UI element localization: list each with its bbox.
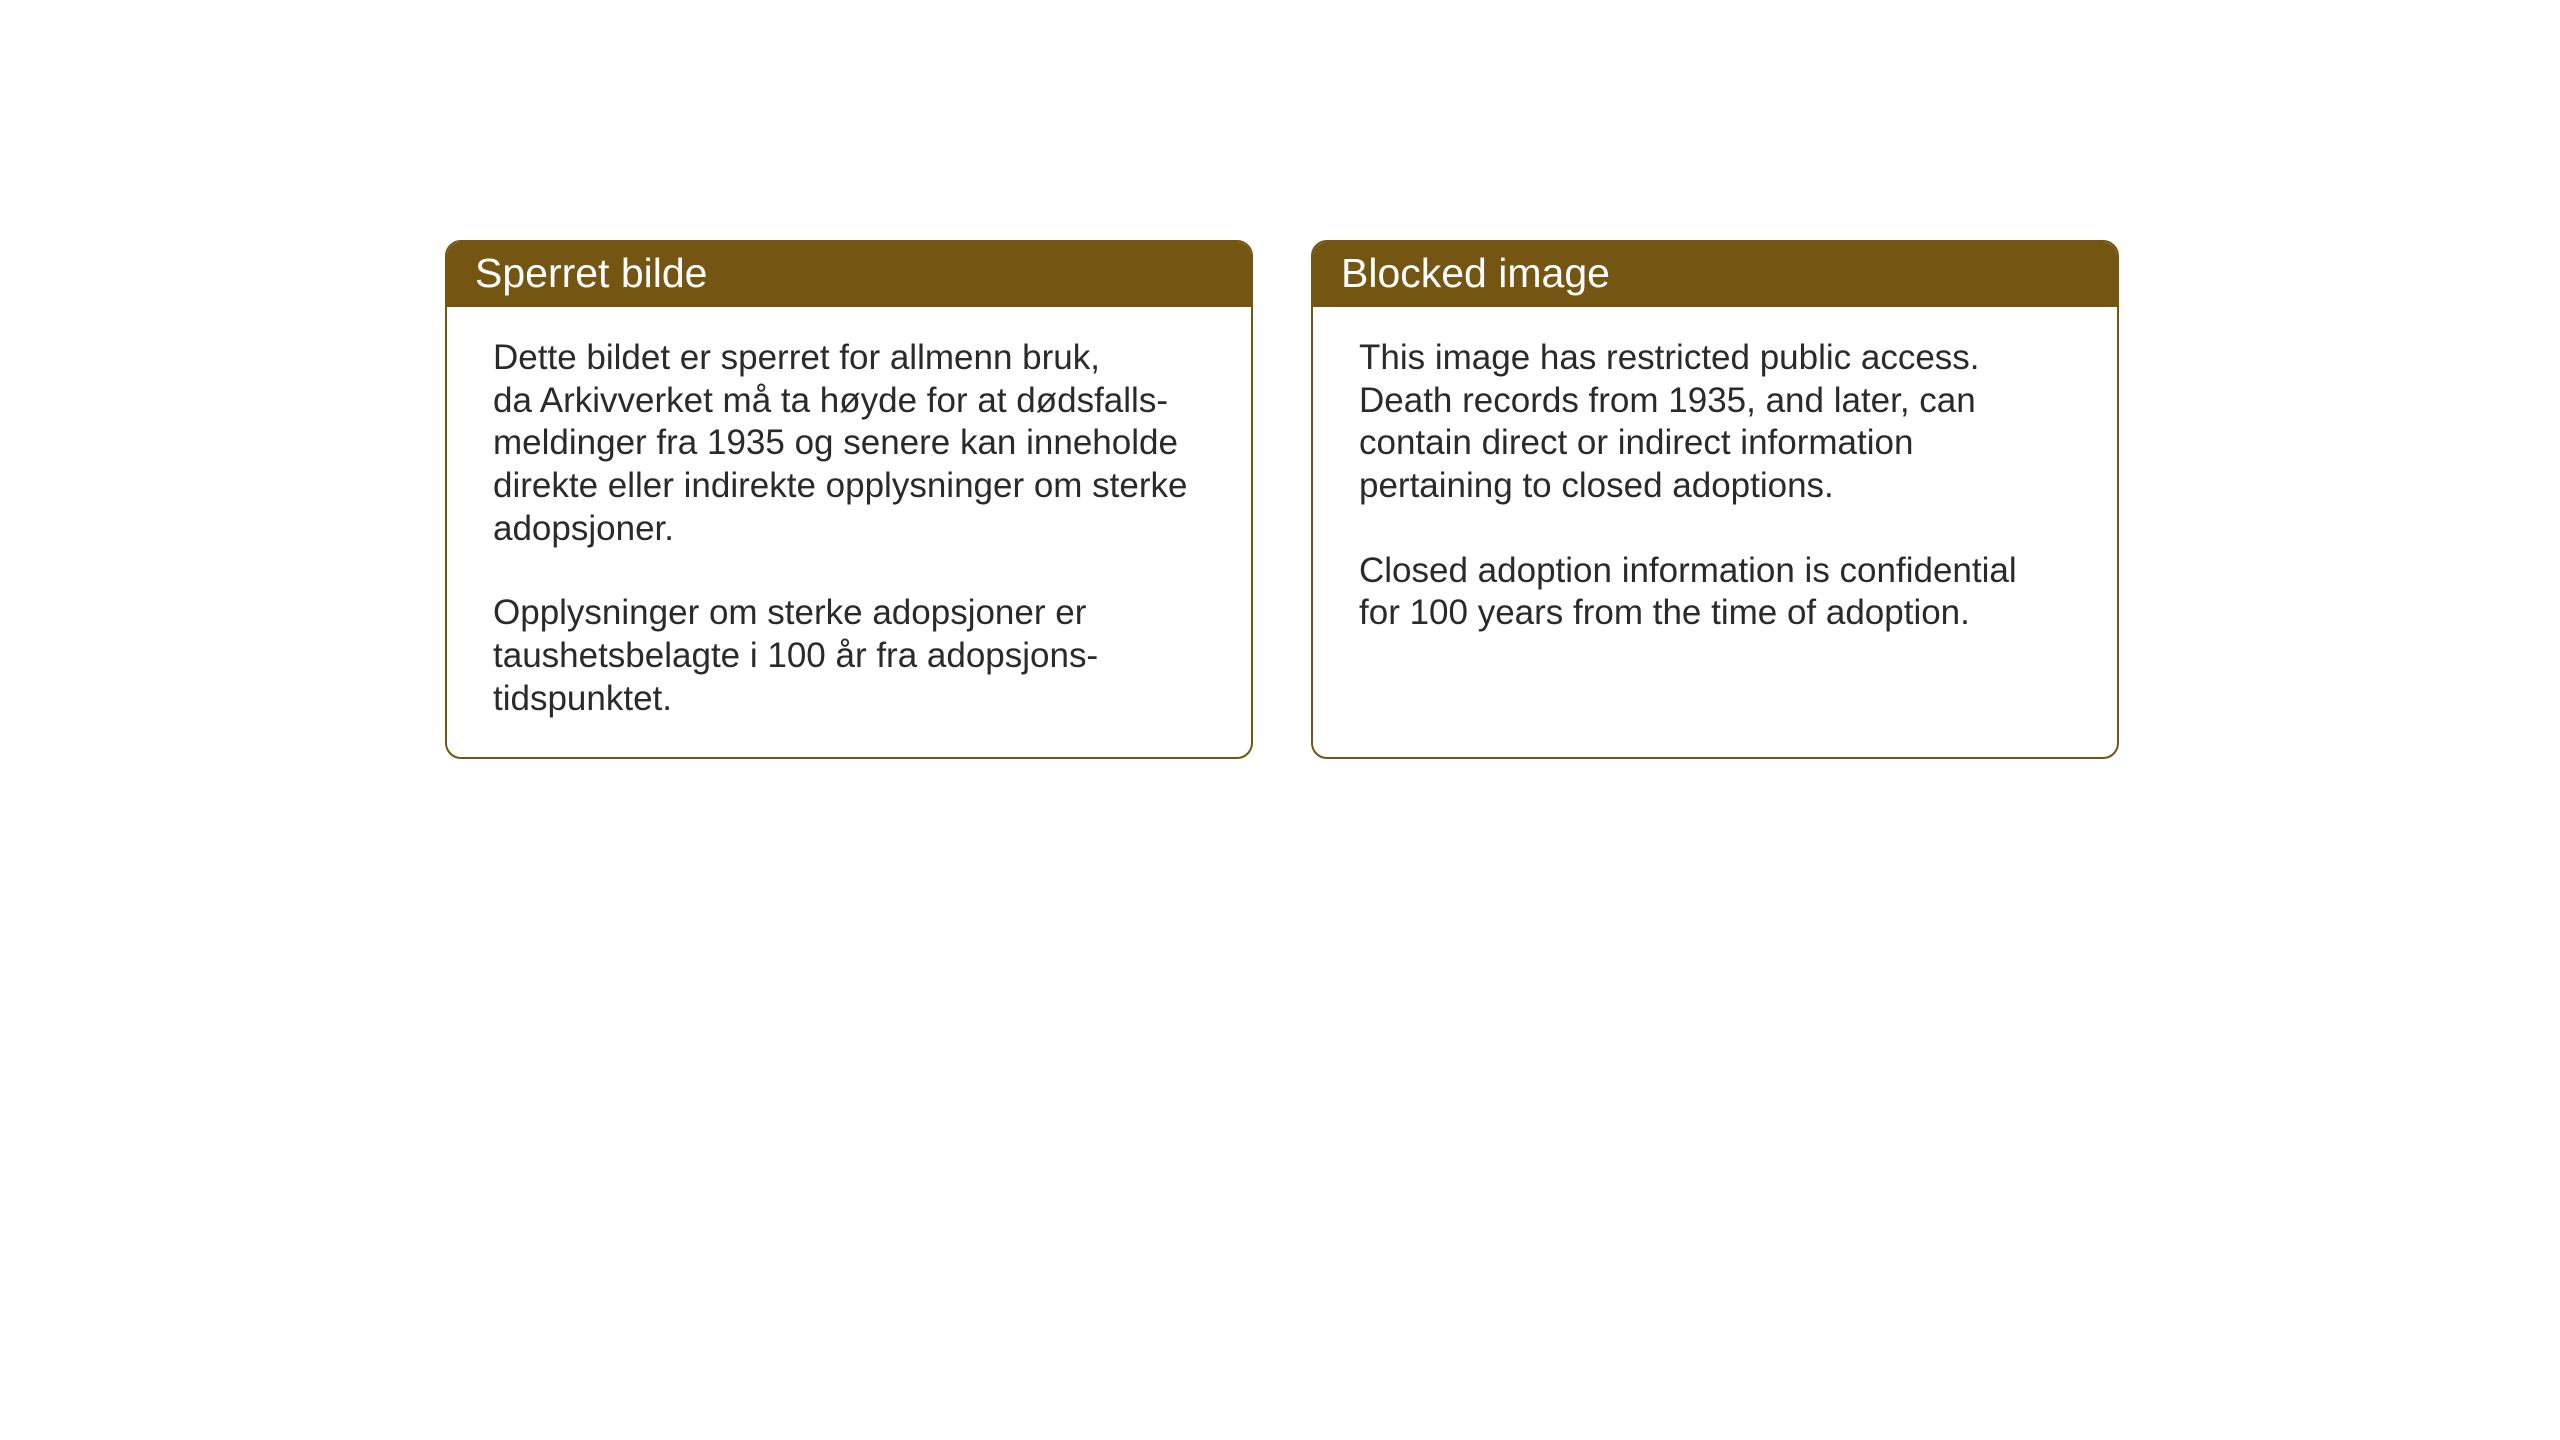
card-header-norwegian: Sperret bilde xyxy=(447,242,1251,307)
text-line: direkte eller indirekte opplysninger om … xyxy=(493,466,1188,505)
notice-card-norwegian: Sperret bilde Dette bildet er sperret fo… xyxy=(445,240,1253,759)
text-line: Opplysninger om sterke adopsjoner er xyxy=(493,593,1086,632)
card-header-english: Blocked image xyxy=(1313,242,2117,307)
paragraph-2: Closed adoption information is confident… xyxy=(1359,550,2071,635)
paragraph-1: This image has restricted public access.… xyxy=(1359,337,2071,508)
paragraph-2: Opplysninger om sterke adopsjoner er tau… xyxy=(493,592,1205,720)
card-body-norwegian: Dette bildet er sperret for allmenn bruk… xyxy=(447,307,1251,757)
card-title: Blocked image xyxy=(1341,250,1610,296)
text-line: adopsjoner. xyxy=(493,509,674,548)
text-line: Death records from 1935, and later, can xyxy=(1359,381,1976,420)
text-line: tidspunktet. xyxy=(493,679,672,718)
paragraph-1: Dette bildet er sperret for allmenn bruk… xyxy=(493,337,1205,550)
text-line: Closed adoption information is confident… xyxy=(1359,551,2017,590)
card-title: Sperret bilde xyxy=(475,250,707,296)
text-line: pertaining to closed adoptions. xyxy=(1359,466,1834,505)
text-line: Dette bildet er sperret for allmenn bruk… xyxy=(493,338,1100,377)
card-body-english: This image has restricted public access.… xyxy=(1313,307,2117,727)
text-line: da Arkivverket må ta høyde for at dødsfa… xyxy=(493,381,1168,420)
text-line: This image has restricted public access. xyxy=(1359,338,1980,377)
text-line: meldinger fra 1935 og senere kan innehol… xyxy=(493,423,1178,462)
text-line: contain direct or indirect information xyxy=(1359,423,1913,462)
notice-cards-container: Sperret bilde Dette bildet er sperret fo… xyxy=(445,240,2119,759)
text-line: for 100 years from the time of adoption. xyxy=(1359,593,1970,632)
text-line: taushetsbelagte i 100 år fra adopsjons- xyxy=(493,636,1098,675)
notice-card-english: Blocked image This image has restricted … xyxy=(1311,240,2119,759)
